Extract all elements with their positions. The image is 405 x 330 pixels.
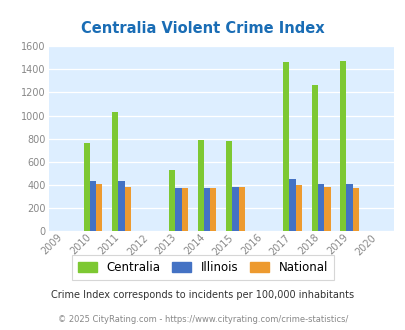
Bar <box>168 170 175 231</box>
Bar <box>282 62 289 231</box>
Bar <box>96 183 102 231</box>
Bar <box>226 142 232 231</box>
Bar <box>112 112 118 231</box>
Bar <box>181 188 188 231</box>
Bar <box>124 186 130 231</box>
Bar <box>90 182 96 231</box>
Text: Crime Index corresponds to incidents per 100,000 inhabitants: Crime Index corresponds to incidents per… <box>51 290 354 300</box>
Bar <box>232 187 238 231</box>
Bar <box>203 188 210 231</box>
Bar <box>311 85 317 231</box>
Bar <box>197 140 203 231</box>
Bar <box>238 187 244 231</box>
Bar <box>289 179 295 231</box>
Bar <box>175 188 181 231</box>
Bar <box>345 184 352 231</box>
Bar <box>295 185 301 231</box>
Bar <box>210 188 216 231</box>
Text: © 2025 CityRating.com - https://www.cityrating.com/crime-statistics/: © 2025 CityRating.com - https://www.city… <box>58 315 347 324</box>
Bar <box>83 143 90 231</box>
Legend: Centralia, Illinois, National: Centralia, Illinois, National <box>72 255 333 280</box>
Bar <box>317 184 324 231</box>
Bar <box>118 182 124 231</box>
Bar <box>352 188 358 231</box>
Bar <box>324 186 330 231</box>
Text: Centralia Violent Crime Index: Centralia Violent Crime Index <box>81 21 324 36</box>
Bar <box>339 61 345 231</box>
